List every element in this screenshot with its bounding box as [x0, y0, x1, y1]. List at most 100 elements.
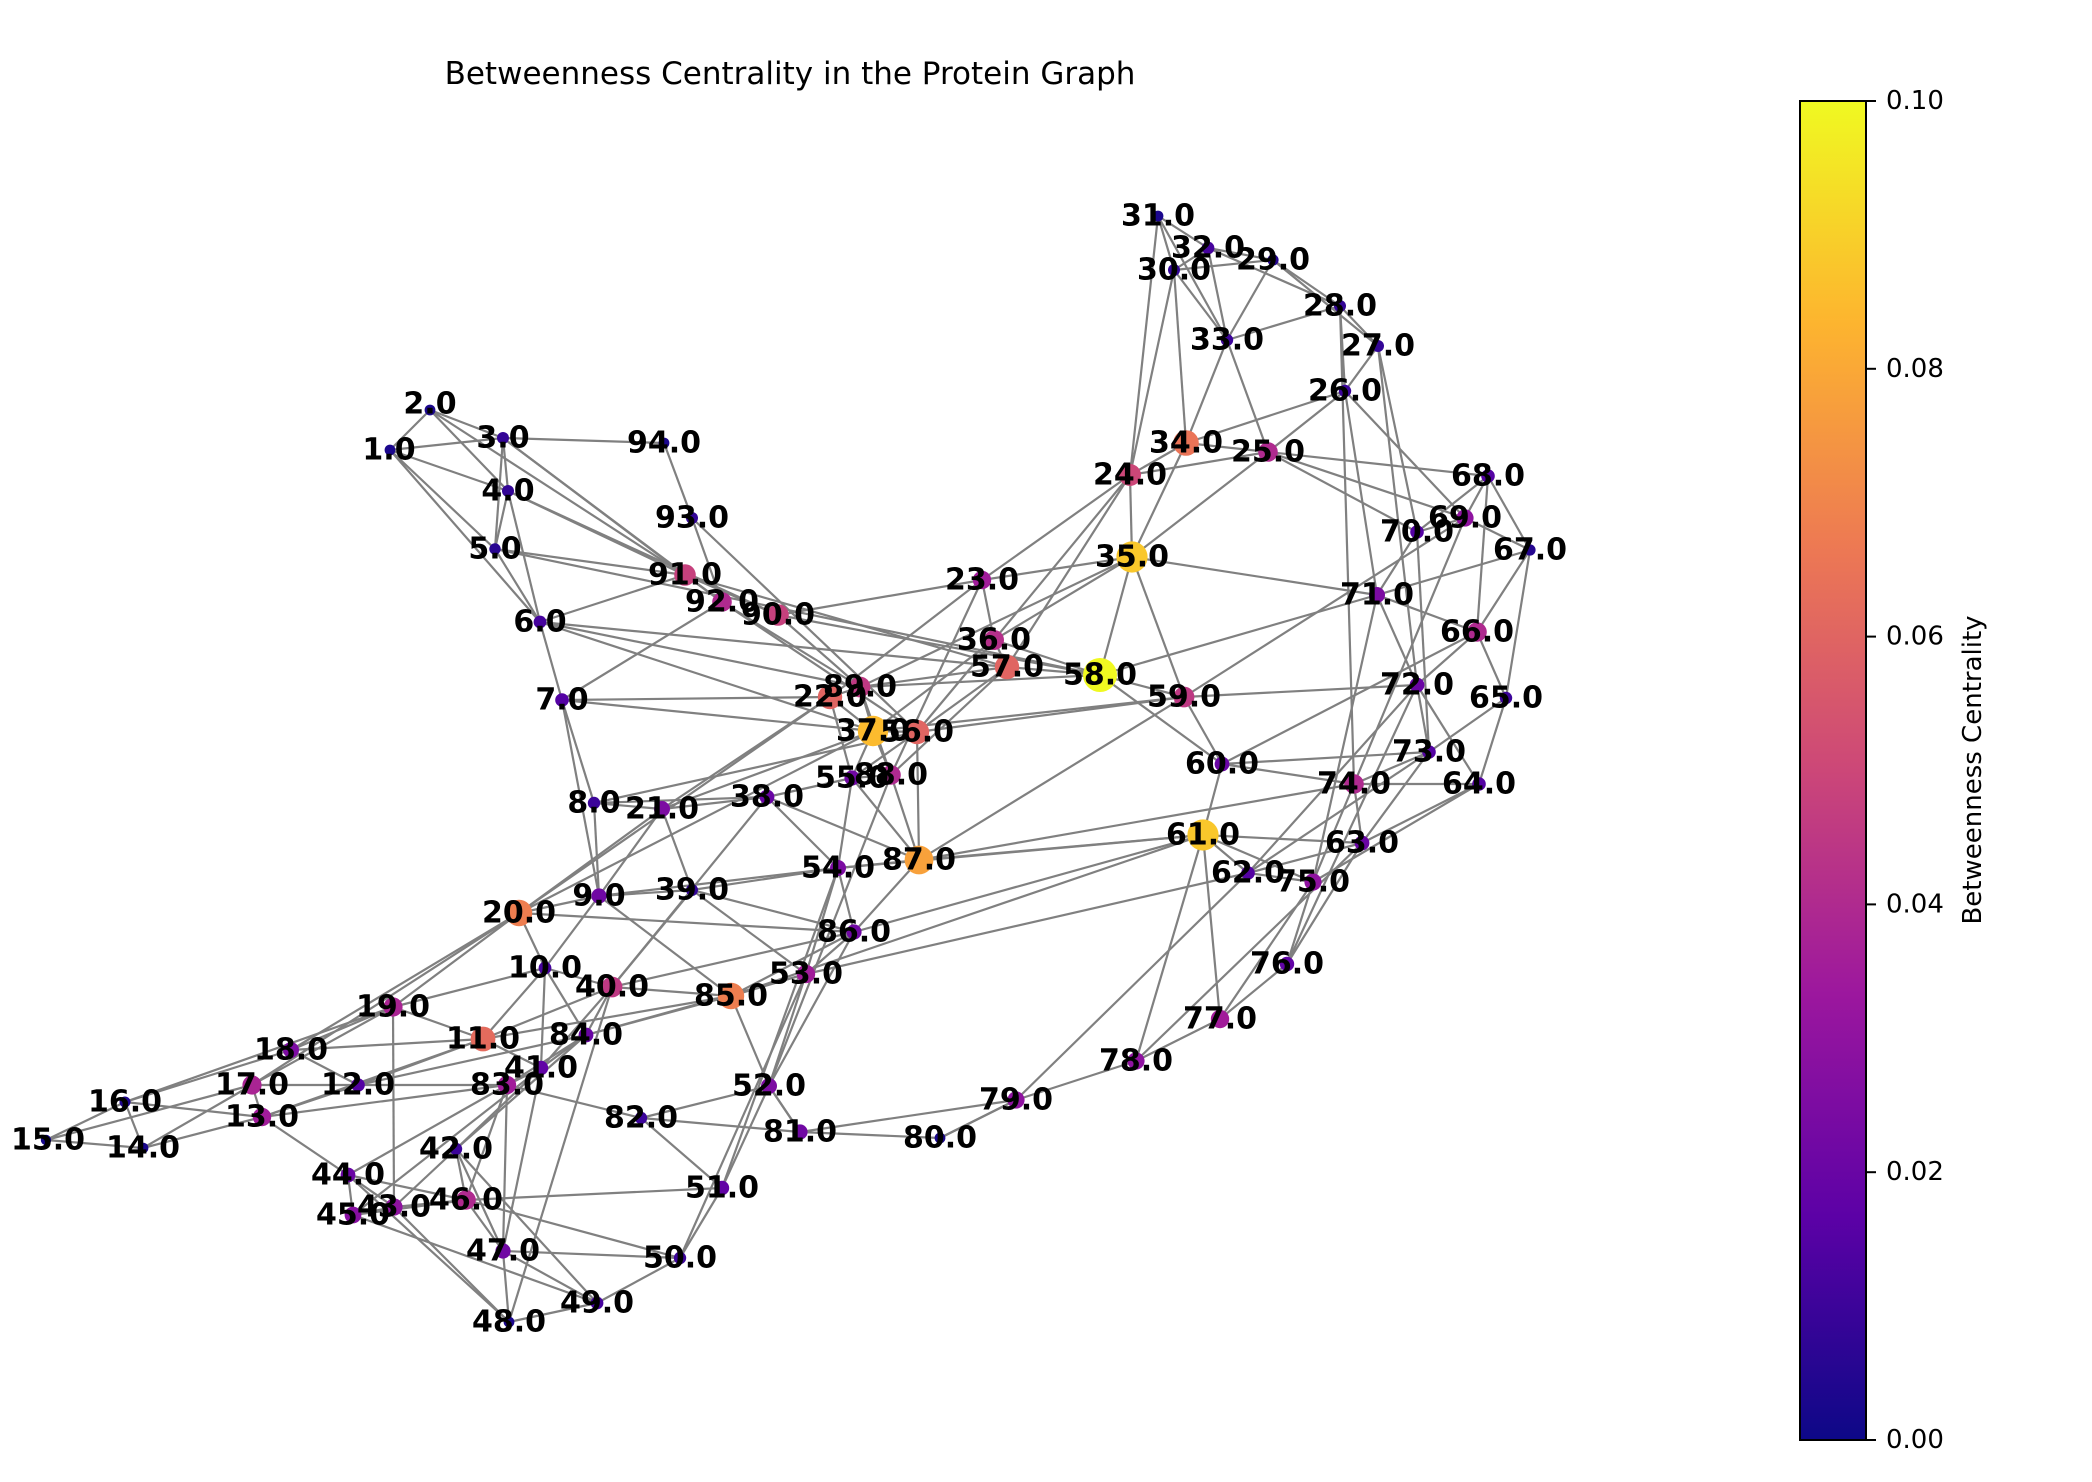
node-51	[714, 1180, 730, 1196]
node-label-8: 8.0	[567, 786, 620, 821]
node-43	[385, 1198, 403, 1216]
edge-65-73	[1428, 697, 1507, 753]
edge-59-72	[1183, 683, 1418, 699]
edge-11-85	[482, 994, 732, 1041]
edge-63-73	[1361, 751, 1430, 844]
edge-73-62	[1247, 751, 1430, 874]
edge-76-63	[1286, 842, 1363, 965]
edge-4-6	[506, 490, 542, 623]
edge-7-8	[560, 699, 596, 804]
node-label-81: 81.0	[763, 1115, 837, 1150]
edge-6-89	[539, 620, 861, 689]
colorbar-tick-label: 0.02	[1886, 1157, 1944, 1187]
edge-68-70	[1416, 475, 1489, 533]
node-label-45: 45.0	[316, 1198, 390, 1233]
edge-78-63	[1135, 842, 1363, 1062]
edge-23-35	[981, 555, 1133, 582]
edge-54-55	[836, 777, 854, 869]
edge-36-56	[916, 639, 995, 733]
edge-3-4	[501, 437, 510, 492]
edge-12-18	[290, 1049, 359, 1086]
edge-56-57	[916, 666, 1008, 733]
node-label-7: 7.0	[535, 683, 588, 718]
node-label-17: 17.0	[215, 1068, 289, 1103]
edge-6-7	[538, 621, 564, 701]
node-label-55: 55.0	[815, 761, 889, 796]
edge-7-37	[561, 698, 874, 733]
node-label-3: 3.0	[476, 421, 529, 456]
edge-11-13	[261, 1037, 484, 1119]
edge-57-24	[1006, 474, 1131, 668]
node-68	[1481, 469, 1495, 483]
node-70	[1410, 525, 1424, 539]
colorbar-tick-label: 0.00	[1886, 1425, 1944, 1455]
edge-45-46	[352, 1198, 467, 1217]
node-91	[674, 564, 696, 586]
node-39	[686, 884, 698, 896]
edge-40-86	[611, 930, 855, 989]
colorbar-gradient	[1799, 100, 1867, 1441]
node-label-88: 88.0	[854, 758, 928, 793]
node-label-25: 25.0	[1231, 435, 1305, 470]
edge-8-9	[592, 802, 601, 897]
edge-32-33	[1206, 247, 1229, 341]
node-92	[712, 592, 732, 612]
node-84	[578, 1027, 594, 1043]
edge-39-54	[691, 866, 839, 892]
node-label-39: 39.0	[655, 873, 729, 908]
node-41	[533, 1060, 549, 1076]
edge-87-59	[918, 696, 1185, 861]
node-label-47: 47.0	[466, 1234, 540, 1269]
node-33	[1220, 333, 1234, 347]
node-label-56: 56.0	[880, 715, 954, 750]
edge-67-69	[1464, 517, 1531, 551]
node-11	[470, 1026, 496, 1052]
node-14	[137, 1142, 149, 1154]
edge-77-78	[1135, 1018, 1221, 1062]
edge-69-74	[1352, 517, 1467, 785]
edge-13-83	[261, 1083, 508, 1119]
edge-51-82	[640, 1117, 723, 1189]
edge-66-67	[1476, 549, 1531, 633]
edge-25-70	[1267, 451, 1418, 533]
node-label-44: 44.0	[311, 1158, 385, 1193]
edge-67-68	[1487, 475, 1531, 551]
node-61	[1187, 819, 1219, 851]
edge-29-32	[1207, 246, 1274, 262]
edge-14-17	[142, 1084, 253, 1149]
node-label-71: 71.0	[1340, 578, 1414, 613]
node-29	[1267, 254, 1279, 266]
edge-10-84	[544, 967, 587, 1036]
edge-75-61	[1202, 833, 1314, 884]
node-37	[857, 715, 889, 747]
edge-20-86	[518, 911, 855, 934]
node-93	[686, 512, 698, 524]
node-label-69: 69.0	[1428, 501, 1502, 536]
edge-26-34	[1185, 389, 1346, 445]
node-label-73: 73.0	[1392, 735, 1466, 770]
node-label-64: 64.0	[1442, 767, 1516, 802]
node-label-63: 63.0	[1325, 826, 1399, 861]
edge-16-13	[124, 1100, 263, 1119]
node-85	[717, 982, 745, 1010]
node-66	[1467, 622, 1487, 642]
edge-31-33	[1157, 215, 1228, 341]
edge-34-68	[1185, 441, 1489, 478]
edge-68-66	[1475, 475, 1490, 633]
node-44	[340, 1167, 356, 1183]
node-27	[1372, 340, 1384, 352]
edge-2-91	[429, 409, 686, 576]
node-label-11: 11.0	[446, 1022, 520, 1057]
node-label-36: 36.0	[957, 623, 1031, 658]
edge-6-91	[539, 573, 686, 624]
edge-14-15	[45, 1138, 144, 1150]
node-label-58: 58.0	[1063, 658, 1137, 693]
node-label-1: 1.0	[362, 433, 415, 468]
edge-24-36	[993, 474, 1131, 641]
node-label-66: 66.0	[1440, 615, 1514, 650]
edge-5-6	[494, 548, 541, 623]
node-42	[449, 1142, 463, 1156]
edge-12-84	[357, 1033, 587, 1087]
node-88	[881, 765, 901, 785]
node-label-20: 20.0	[482, 896, 556, 931]
